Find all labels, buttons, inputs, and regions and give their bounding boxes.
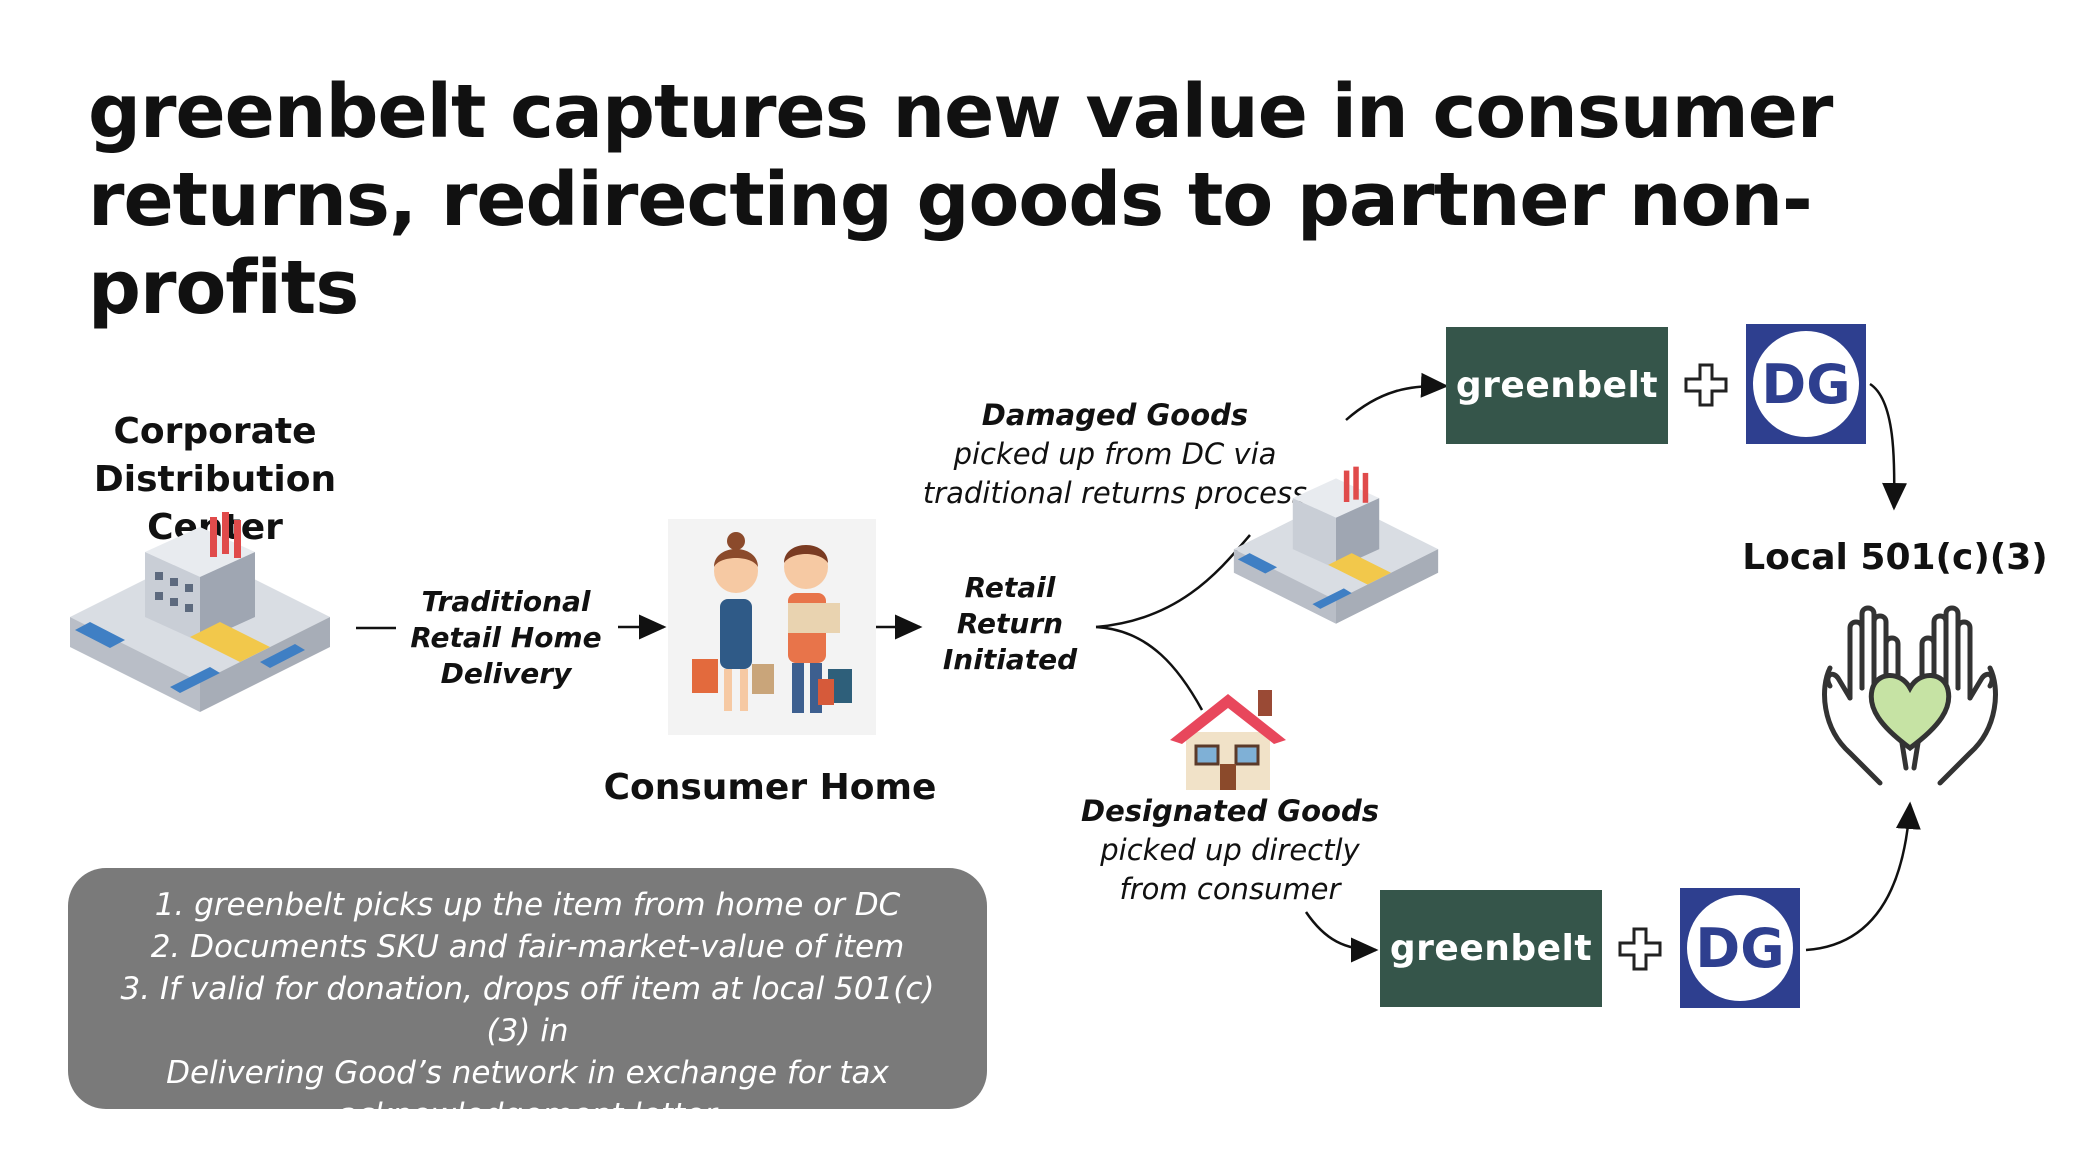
distribution-center-small-icon bbox=[1233, 466, 1439, 624]
dg-logo-circle-top: DG bbox=[1753, 331, 1859, 437]
designated-goods-label: Designated Goods picked up directly from… bbox=[1080, 792, 1380, 909]
distribution-center-icon bbox=[70, 512, 330, 712]
delivery-label-line-2: Retail Home bbox=[410, 621, 602, 654]
dg-logo-text-top: DG bbox=[1761, 352, 1851, 416]
dg-logo-text-bottom: DG bbox=[1695, 916, 1785, 980]
plus-icon-top bbox=[1684, 363, 1728, 407]
designated-goods-line-2: picked up directly bbox=[1100, 833, 1360, 867]
designated-goods-line-3: from consumer bbox=[1119, 872, 1341, 906]
damaged-goods-title: Damaged Goods bbox=[981, 398, 1249, 432]
title-line-2: returns, redirecting goods to partner no… bbox=[88, 157, 1813, 331]
step-2: 2. Documents SKU and fair-market-value o… bbox=[150, 929, 905, 965]
damaged-goods-line-3: traditional returns process bbox=[922, 476, 1308, 510]
nonprofit-label: Local 501(c)(3) bbox=[1742, 537, 2048, 578]
consumer-home-label: Consumer Home bbox=[603, 767, 937, 808]
damaged-goods-label: Damaged Goods picked up from DC via trad… bbox=[920, 396, 1310, 513]
step-1: 1. greenbelt picks up the item from home… bbox=[154, 887, 901, 923]
consumers-shopping-icon bbox=[668, 519, 876, 735]
delivery-label-line-1: Traditional bbox=[421, 585, 591, 618]
arrow-damaged-greenbelt bbox=[1345, 372, 1449, 421]
greenbelt-logo-bottom: greenbelt bbox=[1380, 890, 1602, 1007]
delivery-label: Traditional Retail Home Delivery bbox=[400, 584, 612, 692]
hands-heart-icon bbox=[1822, 605, 1998, 786]
damaged-goods-line-2: picked up from DC via bbox=[953, 437, 1277, 471]
house-icon bbox=[1170, 690, 1286, 790]
return-label: Retail Return Initiated bbox=[920, 570, 1100, 678]
return-label-line-2: Return bbox=[956, 607, 1064, 640]
step-3: 3. If valid for donation, drops off item… bbox=[120, 971, 935, 1049]
process-steps-list: 1. greenbelt picks up the item from home… bbox=[68, 868, 987, 1136]
slide-title: greenbelt captures new value in consumer… bbox=[88, 68, 2038, 332]
arrow-bottom-dg-nonprofit bbox=[1805, 801, 1921, 952]
return-label-line-3: Initiated bbox=[942, 643, 1078, 676]
dc-label-line-1: Corporate bbox=[113, 411, 317, 452]
arrow-top-dg-nonprofit bbox=[1869, 382, 1908, 511]
greenbelt-logo-top: greenbelt bbox=[1446, 327, 1668, 444]
plus-icon-bottom bbox=[1618, 927, 1662, 971]
arrow-designated-greenbelt bbox=[1304, 911, 1379, 963]
step-3-cont-1: Delivering Good’s network in exchange fo… bbox=[166, 1055, 889, 1091]
delivering-good-logo-bottom: DG bbox=[1680, 888, 1800, 1008]
title-line-1: greenbelt captures new value in consumer bbox=[88, 69, 1833, 155]
designated-goods-title: Designated Goods bbox=[1081, 794, 1379, 828]
dc-label: Corporate Distribution Center bbox=[20, 408, 410, 552]
return-label-line-1: Retail bbox=[964, 571, 1056, 604]
dg-logo-circle-bottom: DG bbox=[1687, 895, 1793, 1001]
branch-to-house bbox=[1095, 625, 1204, 711]
delivery-label-line-3: Delivery bbox=[440, 657, 572, 690]
delivering-good-logo-top: DG bbox=[1746, 324, 1866, 444]
process-steps-box: 1. greenbelt picks up the item from home… bbox=[68, 868, 987, 1133]
step-3-cont-2: acknowledgement letter bbox=[338, 1097, 717, 1133]
